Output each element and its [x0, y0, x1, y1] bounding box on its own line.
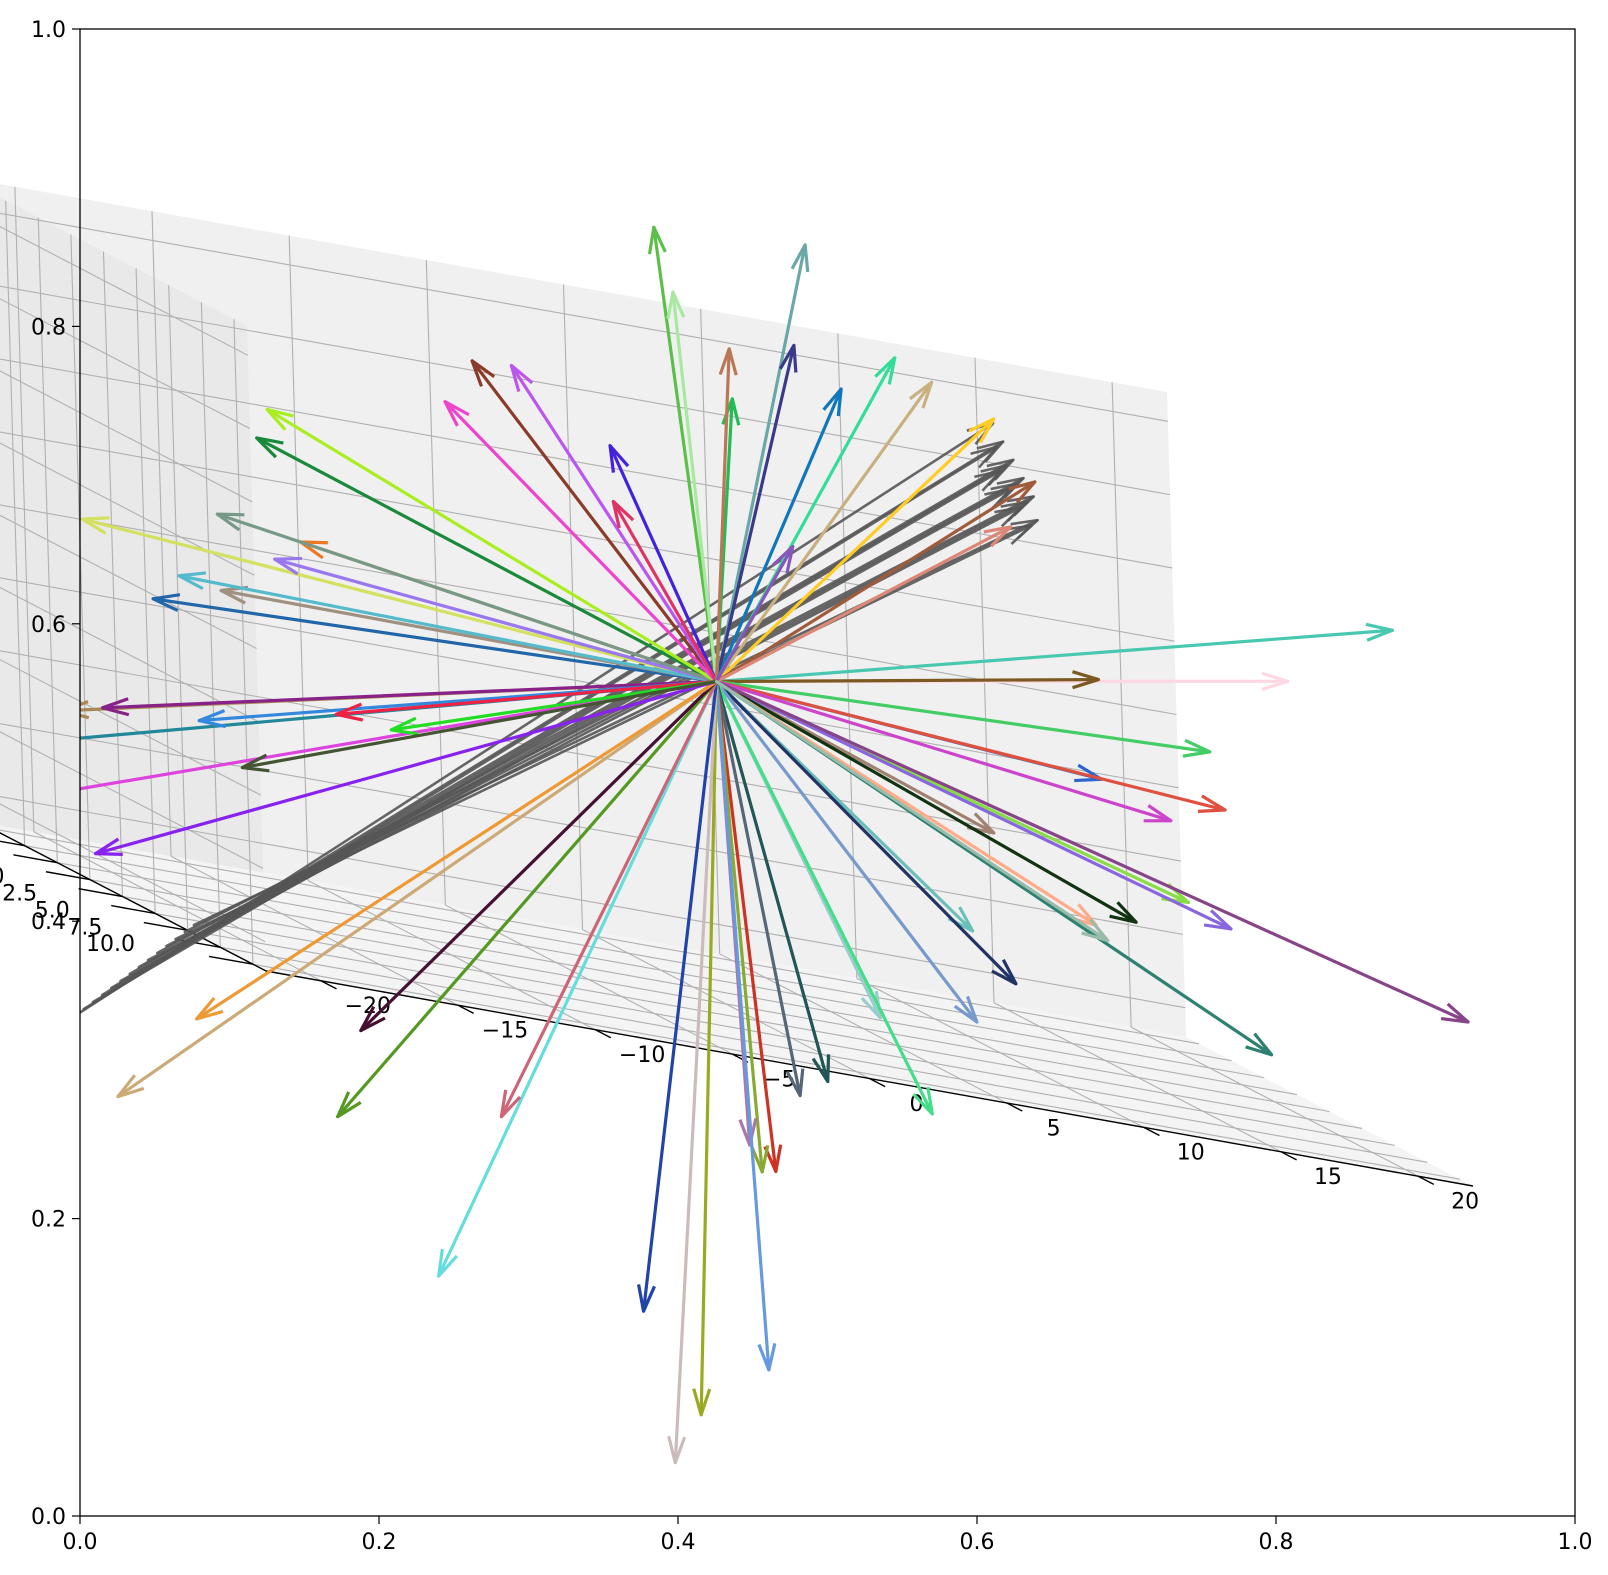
- quiver-arrow-head-left: [83, 518, 110, 519]
- outer-x-tick-label: 0.0: [63, 1530, 98, 1555]
- x-tick-label: 5: [1047, 1116, 1061, 1141]
- y-tick-label: 2.5: [2, 881, 37, 906]
- y-tick-label: 10.0: [86, 932, 135, 957]
- quiver-arrow-head-right: [828, 1054, 829, 1081]
- quiver-arrow-shaft: [717, 680, 1099, 682]
- quiver-arrow-head-left: [1074, 779, 1101, 780]
- quiver-arrow-head-left: [639, 1284, 644, 1311]
- quiver-arrow-head-left: [805, 245, 808, 272]
- outer-y-tick-label: 0.8: [31, 315, 66, 340]
- x-tick-label: 20: [1451, 1190, 1479, 1215]
- x-tick-label: −10: [619, 1043, 665, 1068]
- outer-y-tick-label: 0.0: [31, 1505, 66, 1530]
- outer-x-tick-label: 0.2: [362, 1530, 397, 1555]
- quiver-arrow-head-right: [776, 1145, 781, 1172]
- quiver-arrow-head-right: [96, 854, 123, 855]
- quiver-arrow-head-left: [1183, 752, 1210, 756]
- outer-x-tick-label: 0.8: [1259, 1530, 1294, 1555]
- quiver-arrow-head-left: [1198, 810, 1225, 811]
- outer-y-tick-label: 0.4: [31, 910, 66, 935]
- outer-x-tick-label: 0.6: [960, 1530, 995, 1555]
- quiver-arrow-head-right: [649, 227, 653, 254]
- quiver-arrow-head-left: [794, 345, 796, 372]
- outer-y-tick-label: 0.2: [31, 1208, 66, 1233]
- quiver-arrow-head-left: [669, 1436, 676, 1462]
- x-tick-label: −15: [482, 1019, 528, 1044]
- quiver-arrow-head-right: [800, 1069, 803, 1096]
- quiver-arrow-head-left: [275, 558, 302, 559]
- x-tick-label: 15: [1314, 1165, 1342, 1190]
- outer-y-tick-label: 0.6: [31, 613, 66, 638]
- quiver-arrow-head-right: [1366, 624, 1393, 630]
- quiver-arrow-head-left: [217, 514, 244, 515]
- quiver-arrow-head-right: [769, 1343, 775, 1370]
- x-tick-label: 10: [1177, 1141, 1205, 1166]
- outer-x-tick-label: 0.4: [661, 1530, 696, 1555]
- outer-y-tick-label: 1.0: [31, 18, 66, 43]
- outer-x-tick-label: 1.0: [1558, 1530, 1593, 1555]
